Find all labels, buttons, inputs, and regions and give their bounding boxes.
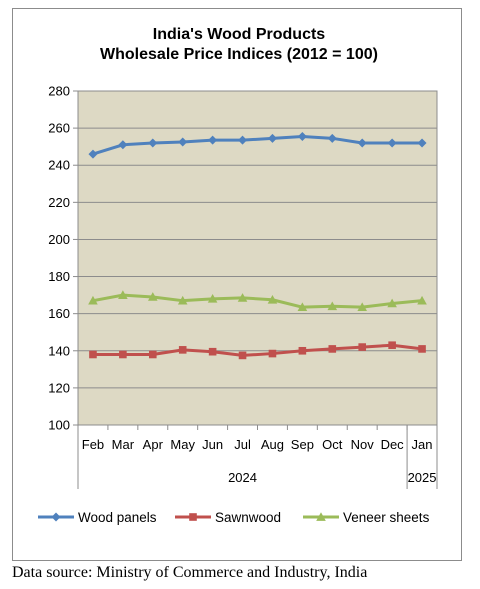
y-tick-label: 180 xyxy=(48,269,70,284)
data-point-wood-panels xyxy=(417,138,427,148)
data-point-wood-panels xyxy=(88,149,98,159)
x-tick-label: Sep xyxy=(291,437,314,452)
data-point-sawnwood xyxy=(328,345,337,353)
y-tick-label: 140 xyxy=(48,343,70,358)
data-point-sawnwood xyxy=(268,349,277,358)
data-point-wood-panels xyxy=(238,135,248,145)
data-point-sawnwood xyxy=(178,346,187,354)
data-point-sawnwood xyxy=(238,351,247,360)
data-point-veneer-sheets xyxy=(417,295,427,305)
y-tick-label: 120 xyxy=(48,380,70,395)
series-line-wood-panels xyxy=(92,134,423,156)
y-tick-label: 220 xyxy=(48,195,70,210)
y-tick-label: 200 xyxy=(48,232,70,247)
data-point-wood-panels xyxy=(267,133,277,143)
data-point-wood-panels xyxy=(327,133,337,143)
data-point-sawnwood xyxy=(298,346,307,355)
y-tick-label: 100 xyxy=(48,418,70,433)
legend-label-wood-panels: Wood panels xyxy=(78,510,157,525)
data-point-veneer-sheets xyxy=(357,302,368,312)
data-source-note: Data source: Ministry of Commerce and In… xyxy=(12,564,368,581)
chart-frame: India's Wood Products Wholesale Price In… xyxy=(12,8,462,561)
x-tick-label: Jan xyxy=(412,437,433,452)
x-tick-label: Mar xyxy=(112,437,135,452)
x-tick-label: Jul xyxy=(234,437,251,452)
x-tick-label: Dec xyxy=(381,437,405,452)
data-point-veneer-sheets xyxy=(237,293,248,302)
plot-area xyxy=(77,90,438,426)
legend-label-sawnwood: Sawnwood xyxy=(215,510,281,525)
chart-title-line-2: Wholesale Price Indices (2012 = 100) xyxy=(100,46,378,63)
data-point-veneer-sheets xyxy=(327,301,338,311)
x-tick-label: May xyxy=(170,437,195,452)
series-line-sawnwood xyxy=(92,343,423,357)
data-point-sawnwood xyxy=(89,350,97,359)
year-group-label: 2025 xyxy=(408,470,437,485)
x-tick-label: Nov xyxy=(351,437,375,452)
data-point-wood-panels xyxy=(208,135,218,145)
data-point-veneer-sheets xyxy=(387,298,397,308)
data-point-sawnwood xyxy=(358,343,367,351)
data-point-sawnwood xyxy=(148,350,157,359)
legend-marker-veneer-sheets xyxy=(316,512,326,521)
y-tick-label: 240 xyxy=(48,158,70,173)
y-tick-label: 260 xyxy=(48,121,70,136)
chart-title-line-1: India's Wood Products xyxy=(153,26,326,43)
data-point-veneer-sheets xyxy=(88,295,98,305)
data-point-veneer-sheets xyxy=(207,294,218,303)
x-tick-label: Oct xyxy=(322,437,343,452)
data-point-wood-panels xyxy=(148,138,158,148)
data-point-wood-panels xyxy=(178,137,188,147)
data-point-sawnwood xyxy=(388,341,396,350)
data-point-wood-panels xyxy=(118,140,128,150)
data-point-veneer-sheets xyxy=(177,295,188,305)
y-tick-label: 160 xyxy=(48,306,70,321)
series-line-veneer-sheets xyxy=(92,293,423,309)
legend-marker-sawnwood xyxy=(189,513,197,521)
legend-marker-wood-panels xyxy=(51,512,61,522)
legend: Wood panels Sawnwood Veneer sheets xyxy=(38,510,430,525)
x-tick-label: Apr xyxy=(143,437,164,452)
year-group-label: 2024 xyxy=(228,470,257,485)
data-point-veneer-sheets xyxy=(118,290,128,299)
x-tick-label: Feb xyxy=(82,437,104,452)
data-point-sawnwood xyxy=(208,347,217,356)
data-point-veneer-sheets xyxy=(147,292,158,301)
data-point-sawnwood xyxy=(119,350,127,359)
wood-price-chart: India's Wood Products Wholesale Price In… xyxy=(38,26,438,525)
data-point-wood-panels xyxy=(387,138,397,148)
x-tick-label: Jun xyxy=(202,437,223,452)
data-point-wood-panels xyxy=(297,131,307,141)
x-tick-label: Aug xyxy=(261,437,284,452)
data-point-veneer-sheets xyxy=(297,302,308,312)
data-point-veneer-sheets xyxy=(267,294,278,304)
y-tick-label: 280 xyxy=(48,84,70,99)
data-point-wood-panels xyxy=(357,138,367,148)
legend-label-veneer-sheets: Veneer sheets xyxy=(343,510,430,525)
data-point-sawnwood xyxy=(418,345,426,353)
